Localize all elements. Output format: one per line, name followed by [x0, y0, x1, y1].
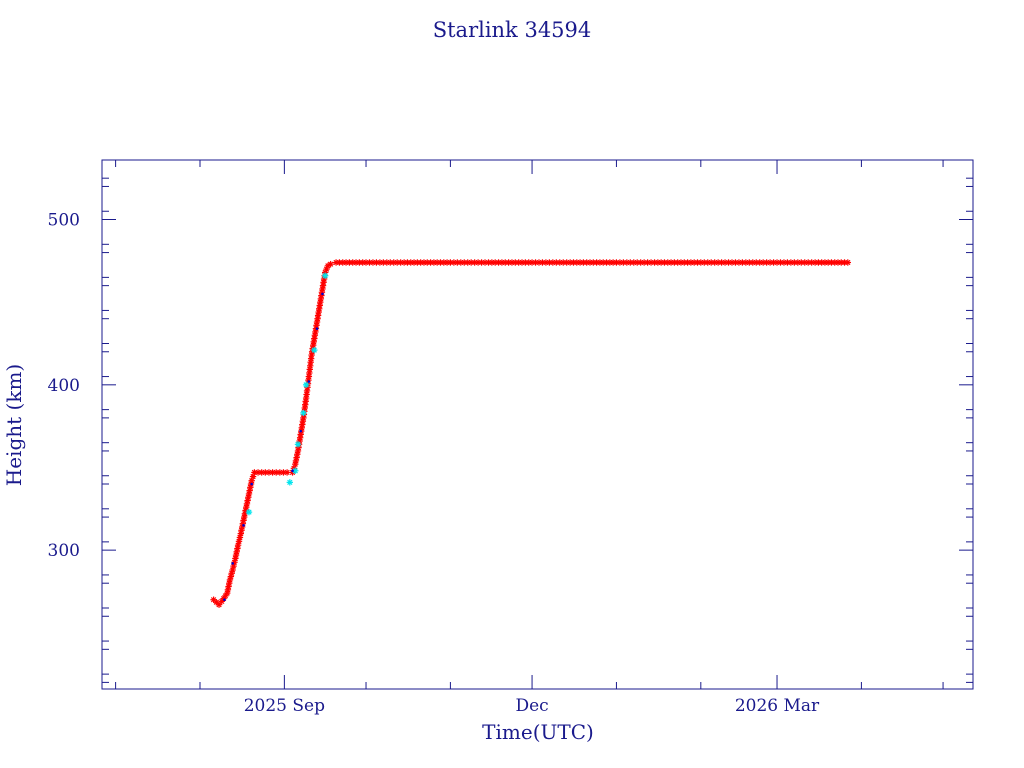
- y-axis: 300 400 500: [48, 177, 973, 683]
- data-point: [304, 384, 311, 391]
- data-point: [327, 260, 334, 268]
- data-point: [222, 592, 229, 600]
- x-tick-label: Dec: [515, 696, 548, 716]
- data-point: [286, 479, 294, 486]
- chart-title: Starlink 34594: [433, 18, 592, 42]
- data-point: [245, 508, 253, 516]
- y-tick-label: 300: [48, 541, 80, 561]
- data-point: [307, 380, 311, 383]
- data-point: [321, 292, 324, 296]
- data-point: [303, 387, 311, 395]
- data-point: [242, 524, 245, 527]
- data-point: [291, 469, 294, 473]
- data-point: [315, 327, 319, 330]
- data-point: [319, 285, 326, 293]
- data-point: [283, 469, 291, 476]
- data-point: [307, 362, 314, 370]
- data-point: [223, 598, 226, 602]
- x-axis: 2025 Sep Dec 2026 Mar: [115, 160, 944, 716]
- y-tick-label: 500: [48, 211, 80, 231]
- x-tick-label: 2026 Mar: [735, 696, 820, 716]
- data-point: [299, 429, 302, 433]
- data-point: [311, 346, 318, 354]
- plot-frame: [101, 159, 974, 690]
- x-tick-label: 2025 Sep: [244, 696, 325, 716]
- data-point: [300, 409, 307, 417]
- data-points: [210, 259, 851, 608]
- data-point: [302, 381, 310, 389]
- y-tick-label: 400: [48, 376, 80, 396]
- data-point: [231, 562, 234, 565]
- data-point: [321, 272, 329, 279]
- y-axis-label: Height (km): [2, 364, 26, 486]
- x-axis-label: Time(UTC): [482, 720, 594, 744]
- data-point: [250, 482, 254, 486]
- data-point: [844, 259, 851, 266]
- data-point: [294, 441, 302, 448]
